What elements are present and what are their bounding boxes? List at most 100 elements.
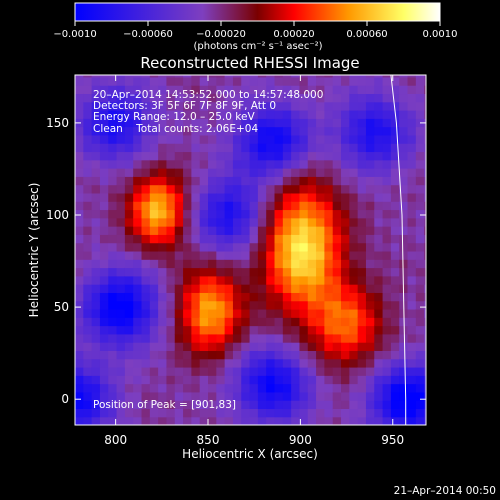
heatmap-pixel <box>374 308 384 318</box>
heatmap-pixel <box>357 134 367 144</box>
heatmap-pixel <box>149 350 159 360</box>
heatmap-pixel <box>183 358 192 368</box>
heatmap-pixel <box>83 217 93 227</box>
heatmap-pixel <box>141 284 151 293</box>
heatmap-pixel <box>357 151 367 161</box>
heatmap-pixel <box>357 242 367 252</box>
heatmap-pixel <box>316 358 325 368</box>
heatmap-pixel <box>183 350 192 360</box>
heatmap-pixel <box>149 85 159 95</box>
heatmap-pixel <box>341 350 350 360</box>
heatmap-pixel <box>382 184 392 194</box>
heatmap-pixel <box>424 358 426 368</box>
heatmap-pixel <box>133 267 143 277</box>
heatmap-pixel <box>241 110 251 119</box>
heatmap-pixel <box>249 267 259 277</box>
heatmap-pixel <box>407 143 417 153</box>
heatmap-pixel <box>274 85 284 95</box>
heatmap-pixel <box>332 250 342 260</box>
heatmap-pixel <box>365 408 375 418</box>
heatmap-pixel <box>365 201 375 211</box>
heatmap-pixel <box>374 259 384 269</box>
heatmap-pixel <box>166 93 176 103</box>
heatmap-pixel <box>307 375 317 385</box>
heatmap-pixel <box>191 143 201 153</box>
heatmap-pixel <box>199 400 209 410</box>
heatmap-pixel <box>91 143 101 153</box>
heatmap-pixel <box>224 333 234 343</box>
heatmap-pixel <box>257 209 267 219</box>
heatmap-pixel <box>365 391 375 401</box>
heatmap-pixel <box>374 110 384 119</box>
heatmap-pixel <box>390 391 400 401</box>
heatmap-pixel <box>116 375 126 385</box>
heatmap-pixel <box>232 317 242 327</box>
heatmap-pixel <box>316 250 325 260</box>
heatmap-pixel <box>99 85 109 95</box>
heatmap-pixel <box>183 93 192 103</box>
heatmap-pixel <box>282 176 292 186</box>
heatmap-pixel <box>382 358 392 368</box>
heatmap-pixel <box>116 151 126 161</box>
heatmap-pixel <box>357 184 367 194</box>
heatmap-pixel <box>183 375 192 385</box>
heatmap-pixel <box>208 400 217 410</box>
heatmap-pixel <box>357 333 367 343</box>
heatmap-pixel <box>266 101 276 111</box>
heatmap-pixel <box>199 300 209 310</box>
heatmap-pixel <box>357 275 367 285</box>
heatmap-pixel <box>191 217 201 227</box>
heatmap-pixel <box>274 325 284 335</box>
heatmap-pixel <box>357 284 367 293</box>
heatmap-pixel <box>199 226 209 235</box>
heatmap-pixel <box>224 375 234 385</box>
heatmap-pixel <box>191 292 201 302</box>
heatmap-pixel <box>199 267 209 277</box>
heatmap-pixel <box>133 110 143 119</box>
heatmap-pixel <box>249 234 259 244</box>
heatmap-pixel <box>274 143 284 153</box>
heatmap-pixel <box>365 416 375 425</box>
heatmap-pixel <box>407 101 417 111</box>
heatmap-pixel <box>365 366 375 376</box>
heatmap-pixel <box>83 85 93 95</box>
heatmap-pixel <box>99 226 109 235</box>
heatmap-pixel <box>274 342 284 351</box>
heatmap-pixel <box>199 342 209 351</box>
heatmap-pixel <box>216 143 226 153</box>
heatmap-pixel <box>191 284 201 293</box>
heatmap-pixel <box>374 366 384 376</box>
heatmap-pixel <box>99 93 109 103</box>
heatmap-pixel <box>424 333 426 343</box>
heatmap-pixel <box>216 176 226 186</box>
heatmap-pixel <box>249 242 259 252</box>
heatmap-pixel <box>232 217 242 227</box>
heatmap-pixel <box>174 333 184 343</box>
heatmap-pixel <box>257 192 267 202</box>
heatmap-pixel <box>124 375 134 385</box>
heatmap-pixel <box>365 159 375 169</box>
heatmap-pixel <box>108 350 118 360</box>
heatmap-pixel <box>183 400 192 410</box>
heatmap-pixel <box>99 292 109 302</box>
heatmap-pixel <box>365 350 375 360</box>
heatmap-pixel <box>116 383 126 393</box>
heatmap-pixel <box>332 101 342 111</box>
heatmap-pixel <box>266 342 276 351</box>
heatmap-pixel <box>158 75 168 78</box>
heatmap-pixel <box>124 325 134 335</box>
heatmap-pixel <box>249 101 259 111</box>
heatmap-pixel <box>424 267 426 277</box>
heatmap-pixel <box>415 284 425 293</box>
heatmap-pixel <box>407 300 417 310</box>
heatmap-pixel <box>91 333 101 343</box>
heatmap-pixel <box>274 416 284 425</box>
heatmap-pixel <box>324 358 334 368</box>
heatmap-pixel <box>75 275 84 285</box>
heatmap-pixel <box>407 400 417 410</box>
heatmap-pixel <box>390 184 400 194</box>
heatmap-pixel <box>299 126 309 136</box>
heatmap-pixel <box>241 201 251 211</box>
heatmap-pixel <box>124 184 134 194</box>
heatmap-pixel <box>357 366 367 376</box>
